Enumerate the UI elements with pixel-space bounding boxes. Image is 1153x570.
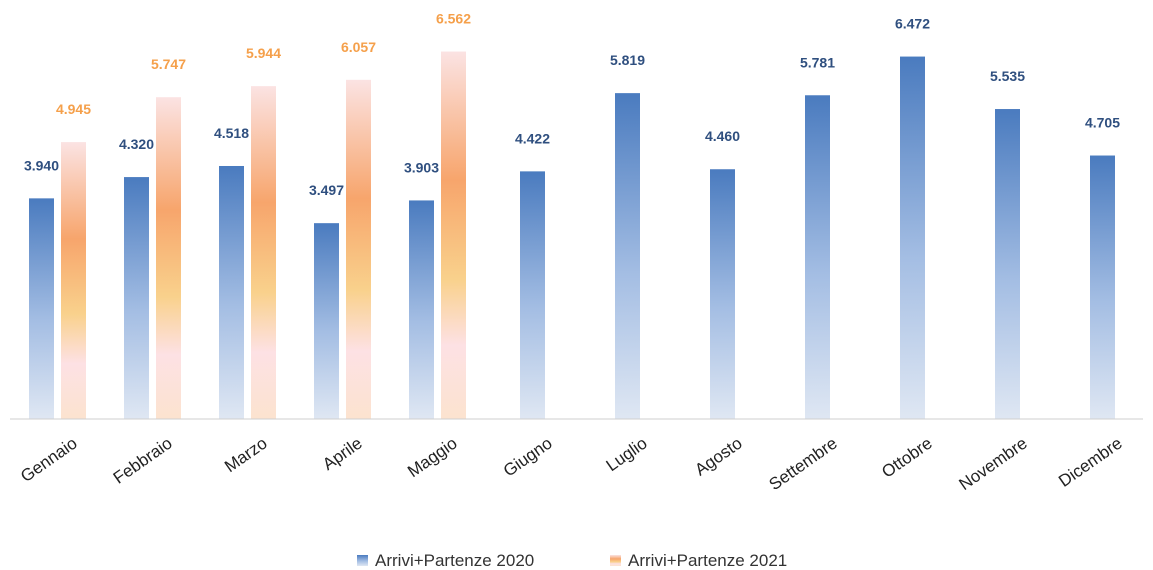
value-label-2020-ottobre: 6.472 xyxy=(895,16,930,32)
x-tick-label-febbraio: Febbraio xyxy=(110,434,176,488)
bar-2020-febbraio xyxy=(124,177,149,419)
x-tick-label-settembre: Settembre xyxy=(766,434,841,495)
x-tick-label-aprile: Aprile xyxy=(319,434,366,474)
value-label-2020-marzo: 4.518 xyxy=(214,125,249,141)
value-labels-layer: 3.940 4.945 4.320 5.747 4.518 5.944 3.497 6.057… xyxy=(24,11,1120,199)
bar-2020-maggio xyxy=(409,200,434,419)
value-label-2020-febbraio: 4.320 xyxy=(119,136,154,152)
bar-2021-maggio xyxy=(441,51,466,419)
x-tick-label-giugno: Giugno xyxy=(500,434,556,481)
x-tick-label-gennaio: Gennaio xyxy=(17,434,81,486)
legend-2020-swatch xyxy=(357,555,368,566)
value-label-2020-luglio: 5.819 xyxy=(610,52,645,68)
value-label-2021-maggio: 6.562 xyxy=(436,11,471,27)
bar-2020-ottobre xyxy=(900,56,925,420)
value-label-2020-dicembre: 4.705 xyxy=(1085,115,1120,131)
bar-2020-luglio xyxy=(615,93,640,420)
bar-2021-gennaio xyxy=(61,142,86,419)
bar-2020-marzo xyxy=(219,165,244,419)
value-label-2021-marzo: 5.944 xyxy=(246,45,281,61)
x-tick-label-agosto: Agosto xyxy=(691,434,745,480)
bar-2021-marzo xyxy=(251,86,276,420)
value-label-2021-febbraio: 5.747 xyxy=(151,56,186,72)
x-tick-label-ottobre: Ottobre xyxy=(878,434,935,482)
value-label-2020-giugno: 4.422 xyxy=(515,130,550,146)
legend-2021-item: Arrivi+Partenze 2021 xyxy=(610,551,787,570)
bar-2020-gennaio xyxy=(29,198,54,419)
legend-2020-item: Arrivi+Partenze 2020 xyxy=(357,551,534,570)
x-tick-label-maggio: Maggio xyxy=(404,434,461,482)
legend: Arrivi+Partenze 2020 Arrivi+Partenze 2021 xyxy=(357,551,787,570)
bar-2020-novembre xyxy=(995,109,1020,419)
value-label-2021-aprile: 6.057 xyxy=(341,39,376,55)
bar-2020-dicembre xyxy=(1090,155,1115,419)
bar-2020-settembre xyxy=(805,95,830,419)
bar-2021-aprile xyxy=(346,79,371,420)
value-label-2020-gennaio: 3.940 xyxy=(24,157,59,173)
value-label-2020-settembre: 5.781 xyxy=(800,54,835,70)
legend-2021-label: Arrivi+Partenze 2021 xyxy=(628,551,787,570)
legend-2020-label: Arrivi+Partenze 2020 xyxy=(375,551,534,570)
value-label-2020-aprile: 3.497 xyxy=(309,182,344,198)
value-label-2020-maggio: 3.903 xyxy=(404,159,439,175)
x-tick-label-dicembre: Dicembre xyxy=(1055,434,1125,491)
value-label-2020-novembre: 5.535 xyxy=(990,68,1025,84)
x-tick-label-luglio: Luglio xyxy=(603,434,651,476)
bar-2020-agosto xyxy=(710,169,735,419)
bar-2021-febbraio xyxy=(156,97,181,419)
x-tick-label-marzo: Marzo xyxy=(221,434,271,477)
value-label-2021-gennaio: 4.945 xyxy=(56,101,91,117)
bar-2020-aprile xyxy=(314,223,339,419)
x-tick-labels-layer: Gennaio Febbraio Marzo Aprile Maggio Giugno Lu… xyxy=(17,434,1126,495)
legend-2021-swatch xyxy=(610,555,621,566)
bars-layer xyxy=(29,51,1115,420)
bar-2020-giugno xyxy=(520,171,545,419)
value-label-2020-agosto: 4.460 xyxy=(705,128,740,144)
x-tick-label-novembre: Novembre xyxy=(956,434,1031,495)
